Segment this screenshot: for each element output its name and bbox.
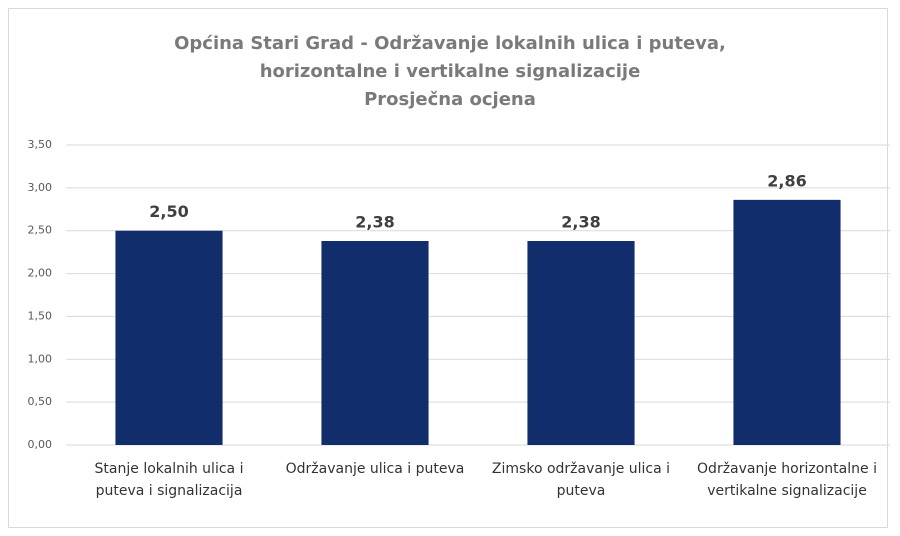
y-tick-label: 0,50 (28, 395, 53, 408)
y-tick-label: 1,00 (28, 352, 53, 365)
value-label: 2,50 (149, 202, 188, 221)
x-tick-label: Održavanje ulica i puteva (285, 461, 465, 477)
y-tick-label: 3,50 (28, 138, 53, 151)
x-tick-label: Održavanje horizontalne i vertikalne sig… (697, 461, 877, 499)
chart-frame (8, 8, 888, 528)
value-label: 2,86 (767, 171, 806, 190)
bar (733, 199, 841, 445)
value-label: 2,38 (355, 213, 394, 232)
chart-title: Općina Stari Grad - Održavanje lokalnih … (174, 33, 726, 82)
value-label: 2,38 (561, 213, 600, 232)
y-tick-label: 2,50 (28, 224, 53, 237)
bar (115, 230, 223, 445)
y-tick-label: 3,00 (28, 181, 53, 194)
bar (321, 241, 429, 445)
y-tick-label: 2,00 (28, 267, 53, 280)
x-tick-label: Stanje lokalnih ulica i puteva i signali… (94, 461, 244, 499)
bar (527, 241, 635, 445)
y-tick-label: 1,50 (28, 309, 53, 322)
y-tick-label: 0,00 (28, 438, 53, 451)
x-tick-label: Zimsko održavanje ulica i puteva (491, 461, 671, 499)
chart-subtitle: Prosječna ocjena (364, 89, 536, 110)
